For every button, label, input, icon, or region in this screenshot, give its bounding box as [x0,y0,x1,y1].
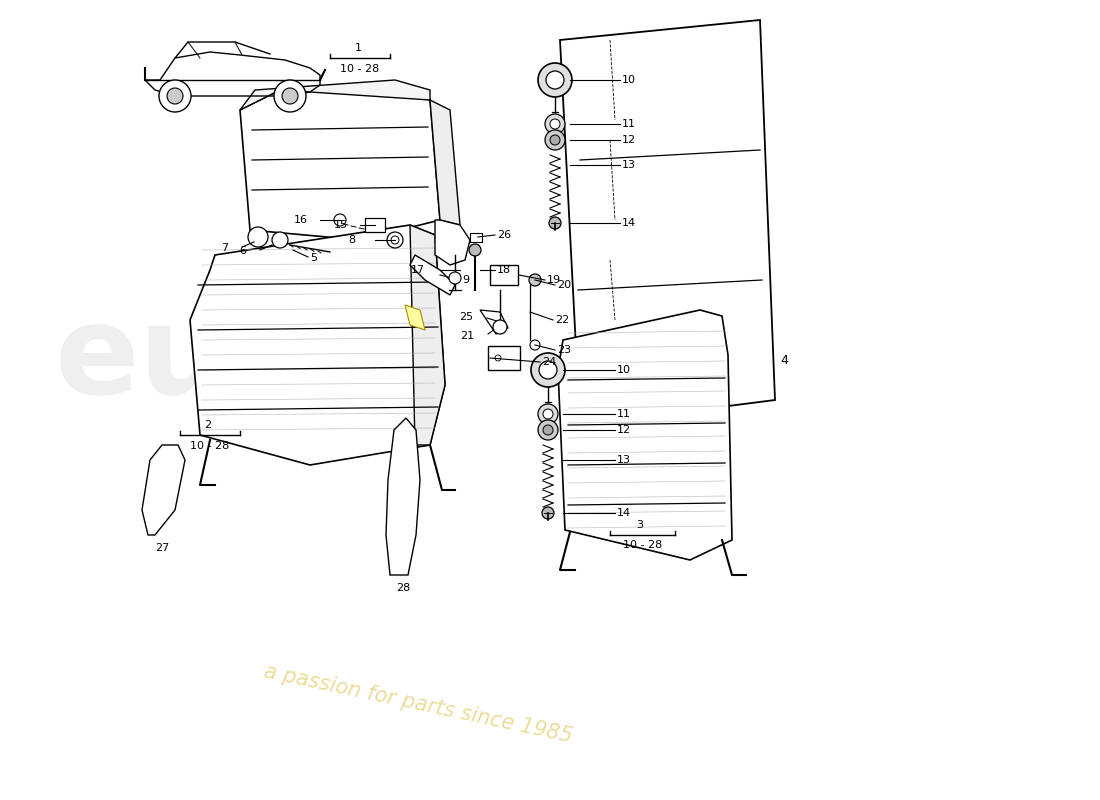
Circle shape [531,353,565,387]
Text: 22: 22 [556,315,570,325]
Text: 19: 19 [547,275,561,285]
Bar [470,233,482,242]
Text: 10 - 28: 10 - 28 [190,441,230,451]
Circle shape [539,361,557,379]
Circle shape [543,425,553,435]
Circle shape [538,63,572,97]
Circle shape [449,272,461,284]
Circle shape [282,88,298,104]
Polygon shape [410,225,446,445]
Text: 15: 15 [334,220,348,230]
Circle shape [160,80,191,112]
Circle shape [469,244,481,256]
Text: 10 - 28: 10 - 28 [340,64,379,74]
Polygon shape [434,220,470,265]
Circle shape [538,420,558,440]
Circle shape [542,507,554,519]
Text: 13: 13 [621,160,636,170]
Text: 23: 23 [557,345,571,355]
Polygon shape [142,445,185,535]
Text: 25: 25 [459,312,473,322]
Text: 10: 10 [621,75,636,85]
Circle shape [550,135,560,145]
Text: 24: 24 [542,357,557,367]
Bar [365,218,385,232]
Text: 1: 1 [354,43,362,53]
Circle shape [274,80,306,112]
Text: 2: 2 [205,420,211,430]
Text: 10 - 28: 10 - 28 [624,540,662,550]
Bar [488,346,520,370]
Text: euro: euro [55,299,376,421]
Text: 16: 16 [294,215,308,225]
Circle shape [544,130,565,150]
Text: 4: 4 [780,354,788,366]
Polygon shape [386,418,420,575]
Text: 28: 28 [396,583,410,593]
Circle shape [544,114,565,134]
Text: 10: 10 [617,365,631,375]
Text: 21: 21 [460,331,474,341]
Text: 5: 5 [310,253,317,263]
Text: 18: 18 [497,265,512,275]
Circle shape [529,274,541,286]
Circle shape [550,119,560,129]
Text: 8: 8 [348,235,355,245]
Polygon shape [190,225,446,465]
Polygon shape [240,80,430,110]
Polygon shape [430,100,460,225]
Text: 14: 14 [617,508,631,518]
Text: 12: 12 [617,425,631,435]
Circle shape [538,404,558,424]
Polygon shape [560,20,775,425]
Circle shape [493,320,507,334]
Polygon shape [480,310,508,334]
Text: 14: 14 [621,218,636,228]
Text: 12: 12 [621,135,636,145]
Text: 7: 7 [221,243,228,253]
Circle shape [543,409,553,419]
Text: 11: 11 [617,409,631,419]
Text: a passion for parts since 1985: a passion for parts since 1985 [262,662,574,746]
Text: 27: 27 [155,543,169,553]
Polygon shape [558,310,732,560]
Polygon shape [410,255,455,295]
Circle shape [248,227,268,247]
Text: 9: 9 [462,275,469,285]
Text: 26: 26 [497,230,512,240]
Text: 20: 20 [557,280,571,290]
Circle shape [334,214,346,226]
Text: 13: 13 [617,455,631,465]
Text: 11: 11 [621,119,636,129]
Polygon shape [405,305,425,330]
Bar [490,265,518,285]
Circle shape [549,217,561,229]
Circle shape [387,232,403,248]
Text: 3: 3 [637,520,644,530]
Circle shape [167,88,183,104]
Circle shape [272,232,288,248]
Text: 6: 6 [239,246,246,256]
Circle shape [546,71,564,89]
Text: 17: 17 [411,265,425,275]
Polygon shape [240,90,440,240]
